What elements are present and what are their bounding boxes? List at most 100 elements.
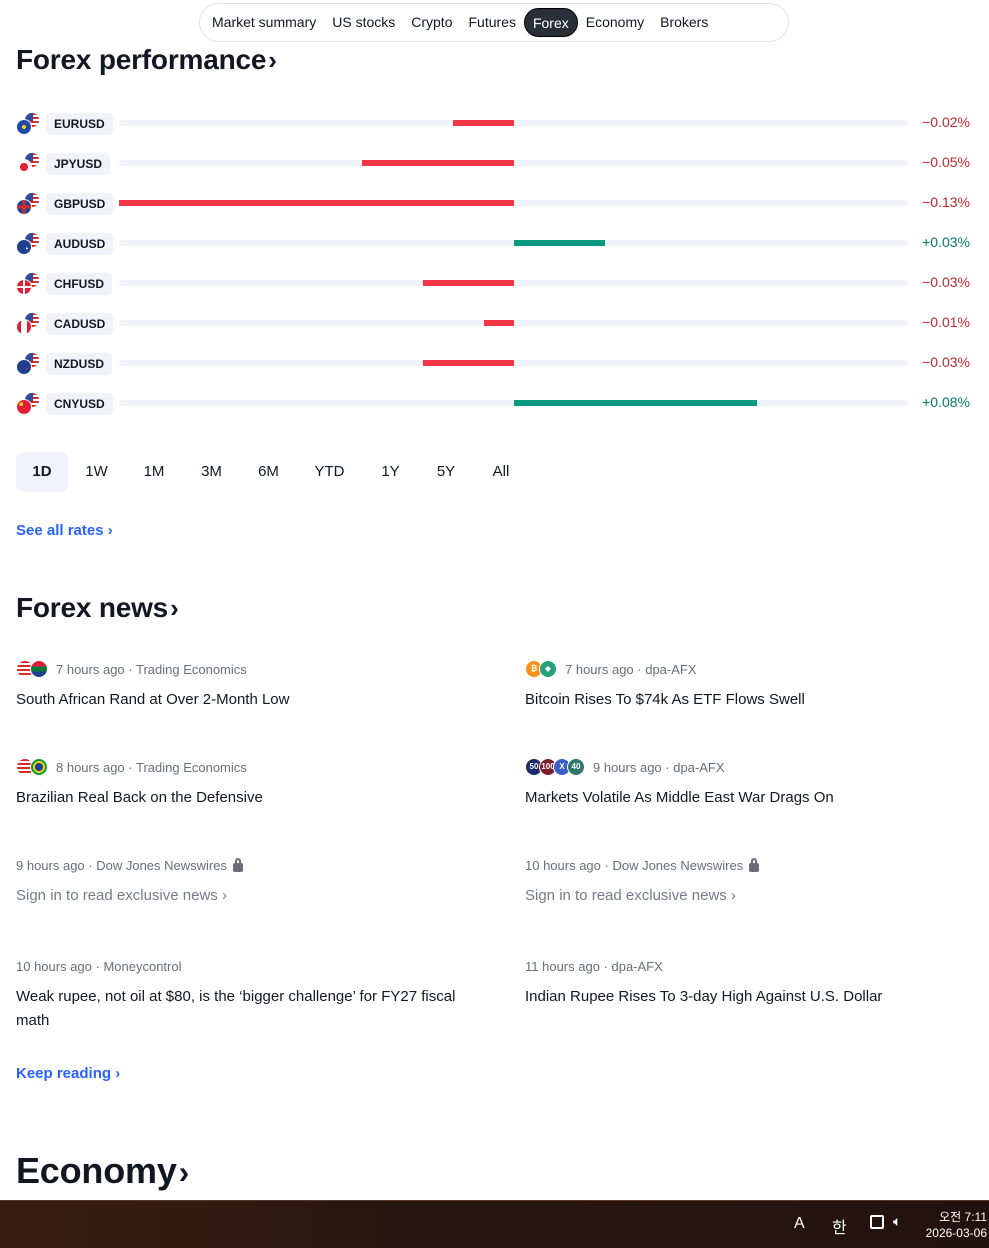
news-time-source: 11 hours ago · dpa-AFX [525, 958, 663, 974]
fx-bar [119, 200, 514, 206]
news-item[interactable]: 11 hours ago · dpa-AFX Indian Rupee Rises… [525, 957, 985, 1009]
nav-market-summary[interactable]: Market summary [212, 14, 317, 30]
economy-title[interactable]: Economy› [16, 1150, 189, 1192]
range-tab-ytd[interactable]: YTD [314, 463, 345, 480]
jp-flag-icon [16, 152, 42, 176]
ca-flag-icon [16, 312, 42, 336]
fx-symbol[interactable]: AUDUSD [46, 233, 114, 255]
news-meta: 10 hours ago · Moneycontrol [16, 957, 476, 975]
sign-in-link[interactable]: Sign in to read exclusive news › [16, 887, 227, 904]
range-tab-all[interactable]: All [492, 463, 510, 480]
br-flag-icon [30, 758, 48, 776]
fx-change: −0.03% [922, 354, 970, 370]
see-all-rates-link[interactable]: See all rates › [16, 522, 113, 539]
fx-symbol[interactable]: CHFUSD [46, 273, 112, 295]
news-headline[interactable]: South African Rand at Over 2-Month Low [16, 691, 290, 708]
fx-bar-track [119, 200, 909, 206]
forex-performance-title[interactable]: Forex performance› [16, 44, 277, 76]
fx-symbol[interactable]: JPYUSD [46, 153, 111, 175]
cn-flag-icon [16, 392, 42, 416]
eu-flag-icon [16, 112, 42, 136]
fx-row-chfusd[interactable]: CHFUSD −0.03% [16, 272, 976, 296]
news-time-source: 9 hours ago · Dow Jones Newswires [16, 857, 227, 873]
range-tab-1m[interactable]: 1M [143, 463, 165, 480]
fx-change: −0.03% [922, 274, 970, 290]
fx-bar-track [119, 320, 909, 326]
fx-change: −0.01% [922, 314, 970, 330]
fx-symbol[interactable]: GBPUSD [46, 193, 114, 215]
range-tab-1d[interactable]: 1D [16, 452, 68, 492]
news-headline[interactable]: Brazilian Real Back on the Defensive [16, 789, 263, 806]
nz-flag-icon [16, 352, 42, 376]
fx-row-cadusd[interactable]: CADUSD −0.01% [16, 312, 976, 336]
news-item[interactable]: 10 hours ago · Dow Jones Newswires Sign i… [525, 856, 985, 908]
fx-bar-track [119, 120, 909, 126]
ch-flag-icon [16, 272, 42, 296]
taskbar: A 한 🔈︎ 오전 7:11 2026-03-06 [0, 1200, 989, 1248]
news-time-source: 10 hours ago · Dow Jones Newswires [525, 857, 744, 873]
fx-bar-track [119, 240, 909, 246]
range-tab-6m[interactable]: 6M [258, 463, 279, 480]
fx-row-audusd[interactable]: AUDUSD +0.03% [16, 232, 976, 256]
news-item[interactable]: 10 hours ago · Moneycontrol Weak rupee, n… [16, 957, 476, 1033]
au-flag-icon [16, 232, 42, 256]
news-headline[interactable]: Indian Rupee Rises To 3-day High Against… [525, 988, 883, 1005]
range-tab-3m[interactable]: 3M [201, 463, 222, 480]
nav-economy[interactable]: Economy [585, 14, 645, 30]
system-clock[interactable]: 오전 7:11 2026-03-06 [926, 1209, 987, 1241]
index-100-icon: 100 [539, 758, 557, 776]
news-time-source: 8 hours ago · Trading Economics [56, 759, 247, 775]
nav-brokers[interactable]: Brokers [660, 14, 709, 30]
range-tab-1w[interactable]: 1W [85, 463, 108, 480]
fx-bar-track [119, 360, 909, 366]
news-headline[interactable]: Bitcoin Rises To $74k As ETF Flows Swell [525, 691, 805, 708]
lock-icon [749, 857, 760, 872]
economy-title-text: Economy [16, 1150, 177, 1191]
nav-crypto[interactable]: Crypto [411, 14, 453, 30]
news-meta: 7 hours ago · Trading Economics [16, 660, 476, 678]
news-item[interactable]: 9 hours ago · Dow Jones Newswires Sign in… [16, 856, 476, 908]
sign-in-link[interactable]: Sign in to read exclusive news › [525, 887, 736, 904]
news-item[interactable]: ₿ ◆ 7 hours ago · dpa-AFX Bitcoin Rises To … [525, 660, 985, 712]
language-indicator[interactable]: 한 [832, 1220, 847, 1237]
nav-us-stocks[interactable]: US stocks [332, 14, 396, 30]
nav-futures[interactable]: Futures [468, 14, 516, 30]
news-item[interactable]: 7 hours ago · Trading Economics South Afr… [16, 660, 476, 712]
news-item[interactable]: 50 100 X 40 9 hours ago · dpa-AFX Markets Vol… [525, 758, 985, 810]
news-meta: 8 hours ago · Trading Economics [16, 758, 476, 776]
clock-time: 오전 7:11 [939, 1210, 987, 1224]
fx-bar [514, 400, 758, 406]
forex-news-title[interactable]: Forex news› [16, 592, 179, 624]
x-icon: X [553, 758, 571, 776]
news-meta: ₿ ◆ 7 hours ago · dpa-AFX [525, 660, 985, 678]
clock-date: 2026-03-06 [925, 1226, 987, 1240]
fx-bar [514, 240, 606, 246]
za-flag-icon [30, 660, 48, 678]
network-icon[interactable] [870, 1215, 884, 1229]
volume-icon[interactable]: 🔈︎ [893, 1213, 902, 1229]
fx-bar-track [119, 280, 909, 286]
fx-row-gbpusd[interactable]: GBPUSD −0.13% [16, 192, 976, 216]
fx-symbol[interactable]: NZDUSD [46, 353, 112, 375]
fx-row-nzdusd[interactable]: NZDUSD −0.03% [16, 352, 976, 376]
news-item[interactable]: 8 hours ago · Trading Economics Brazilian… [16, 758, 476, 810]
ime-indicator[interactable]: A [794, 1215, 805, 1232]
news-meta: 9 hours ago · Dow Jones Newswires [16, 856, 476, 874]
fx-row-cnyusd[interactable]: CNYUSD +0.08% [16, 392, 976, 416]
fx-symbol[interactable]: CADUSD [46, 313, 114, 335]
top-nav: Market summary US stocks Crypto Futures … [199, 3, 789, 42]
range-tab-5y[interactable]: 5Y [436, 463, 456, 480]
gb-flag-icon [16, 192, 42, 216]
keep-reading-link[interactable]: Keep reading › [16, 1065, 121, 1082]
fx-change: −0.13% [922, 194, 970, 210]
fx-row-jpyusd[interactable]: JPYUSD −0.05% [16, 152, 976, 176]
fx-symbol[interactable]: CNYUSD [46, 393, 113, 415]
fx-row-eurusd[interactable]: EURUSD −0.02% [16, 112, 976, 136]
news-headline[interactable]: Weak rupee, not oil at $80, is the ‘bigg… [16, 988, 456, 1029]
news-time-source: 9 hours ago · dpa-AFX [593, 759, 725, 775]
fx-symbol[interactable]: EURUSD [46, 113, 113, 135]
nav-forex[interactable]: Forex [523, 8, 578, 37]
range-tab-1y[interactable]: 1Y [381, 463, 400, 480]
news-headline[interactable]: Markets Volatile As Middle East War Drag… [525, 789, 834, 806]
news-meta: 50 100 X 40 9 hours ago · dpa-AFX [525, 758, 985, 776]
